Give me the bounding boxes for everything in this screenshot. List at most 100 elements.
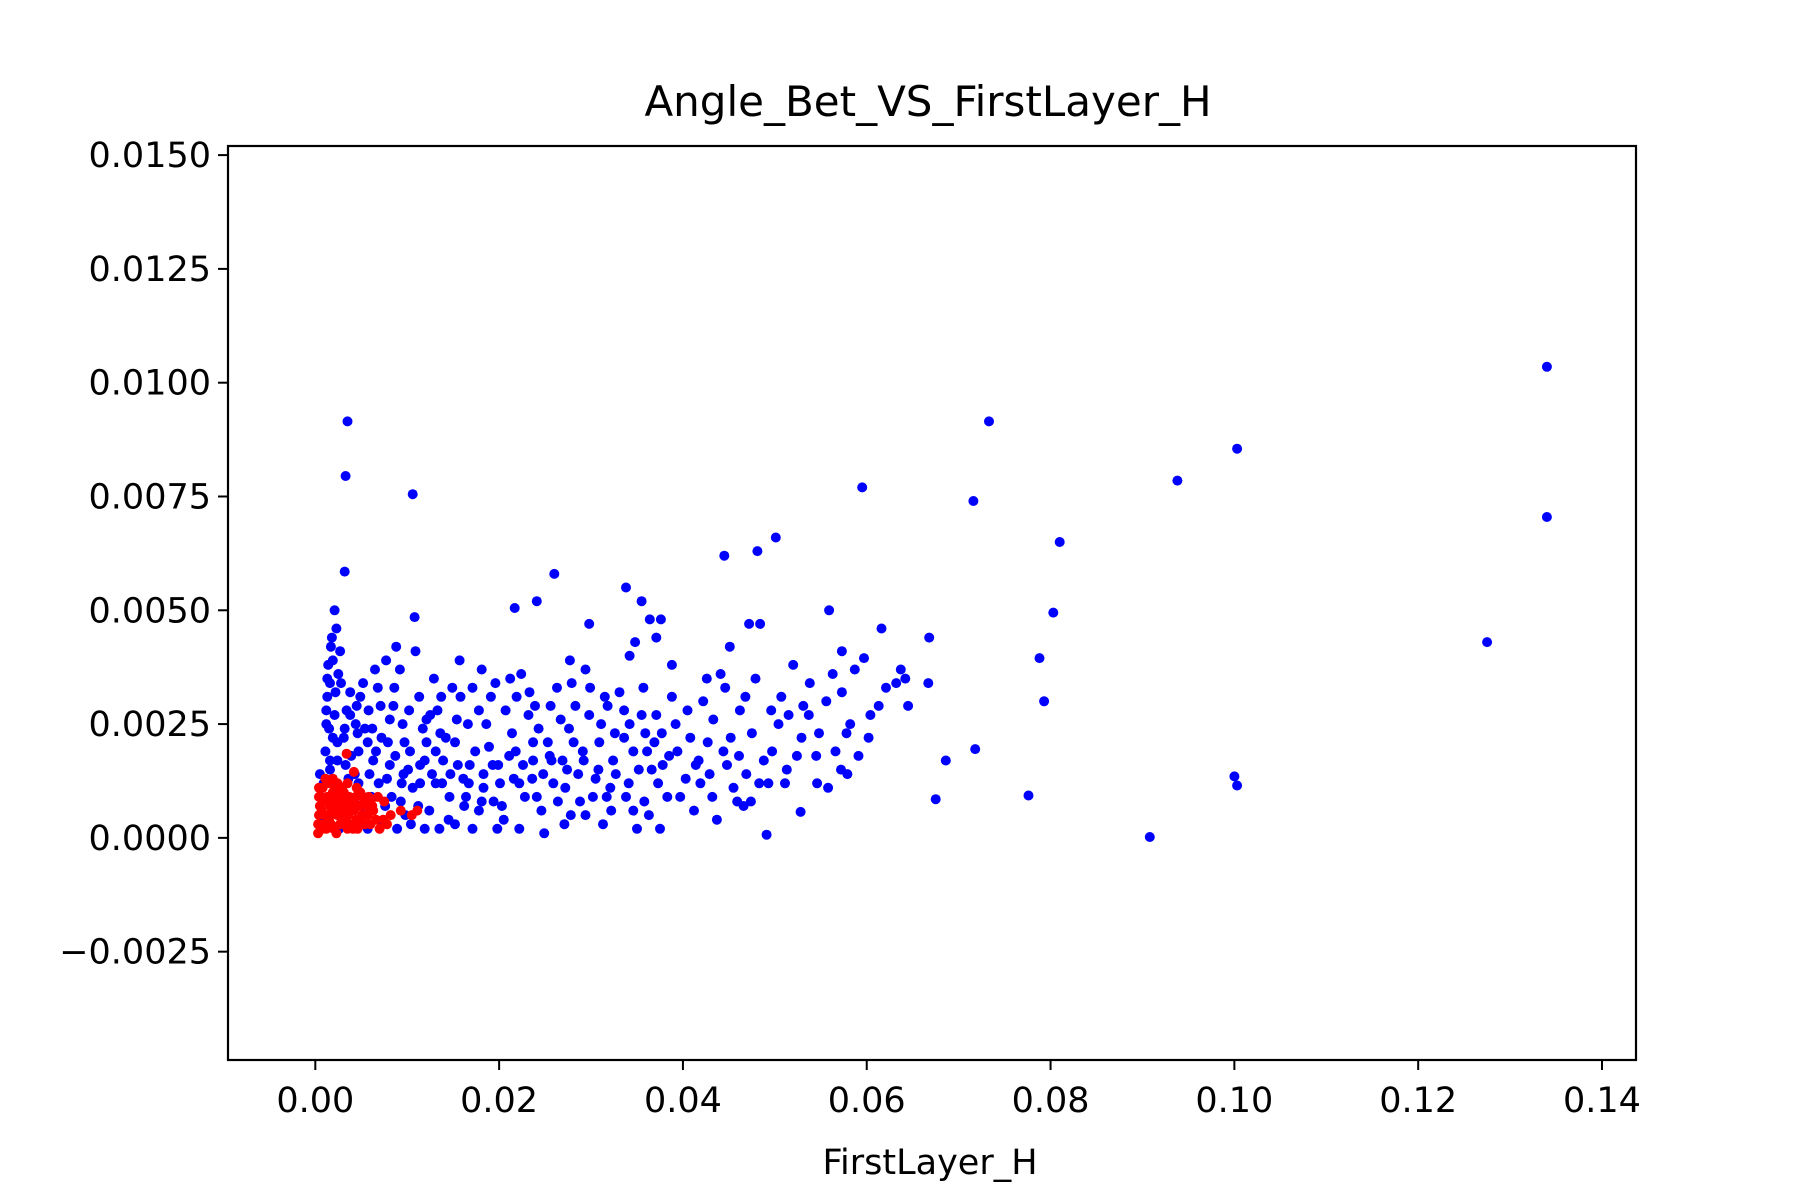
y-tick-label: 0.0000 <box>89 819 211 859</box>
blue-point <box>545 700 556 711</box>
blue-point <box>381 655 392 666</box>
blue-point <box>767 746 778 757</box>
blue-point <box>781 764 792 775</box>
x-tick-label: 0.04 <box>644 1081 722 1121</box>
blue-point <box>752 546 763 557</box>
blue-point <box>478 769 489 780</box>
red-point <box>371 814 381 825</box>
blue-point <box>415 778 426 789</box>
blue-point <box>824 605 835 616</box>
blue-point <box>341 705 352 716</box>
blue-point <box>758 755 769 766</box>
blue-point <box>698 696 709 707</box>
blue-point <box>518 760 528 770</box>
blue-point <box>394 664 405 675</box>
blue-point <box>584 618 595 629</box>
blue-point <box>351 700 362 711</box>
blue-point <box>675 791 686 802</box>
blue-point <box>638 682 649 693</box>
blue-point <box>320 746 331 757</box>
blue-point <box>570 700 581 711</box>
blue-point <box>415 760 426 770</box>
blue-point <box>704 769 715 780</box>
blue-point <box>642 746 653 757</box>
blue-point <box>427 769 437 780</box>
blue-point <box>924 632 935 643</box>
blue-point <box>451 714 462 725</box>
red-point <box>345 801 356 811</box>
blue-point <box>728 782 739 793</box>
red-point <box>320 773 331 784</box>
blue-point <box>432 705 443 716</box>
blue-point <box>552 682 562 693</box>
blue-point <box>542 737 553 748</box>
red-point <box>367 801 378 811</box>
blue-point <box>562 764 573 775</box>
blue-point <box>750 673 761 684</box>
blue-point <box>664 750 675 761</box>
blue-point <box>452 760 463 770</box>
blue-point <box>454 655 465 666</box>
blue-point <box>485 691 496 702</box>
blue-point <box>623 778 634 789</box>
blue-point <box>339 723 350 734</box>
blue-point <box>473 805 484 816</box>
blue-point <box>325 764 335 775</box>
x-tick-label: 0.08 <box>1012 1081 1090 1121</box>
blue-point <box>788 659 799 670</box>
blue-point <box>498 814 509 825</box>
y-tick-label: 0.0150 <box>89 136 211 176</box>
x-tick-label: 0.00 <box>276 1081 354 1121</box>
blue-point <box>455 691 466 702</box>
blue-point <box>434 823 445 834</box>
blue-point <box>628 746 639 757</box>
blue-point <box>331 623 342 634</box>
blue-point <box>702 737 713 748</box>
blue-point <box>1023 790 1034 801</box>
blue-point <box>335 646 346 657</box>
blue-point <box>791 750 802 761</box>
blue-point <box>358 678 369 689</box>
blue-point <box>414 691 425 702</box>
blue-point <box>873 700 884 711</box>
red-point <box>314 782 324 793</box>
blue-point <box>780 778 790 789</box>
blue-point <box>585 682 596 693</box>
blue-point <box>325 755 335 766</box>
blue-point <box>770 532 781 543</box>
blue-point <box>564 723 574 734</box>
blue-point <box>329 605 340 616</box>
blue-point <box>496 801 507 811</box>
blue-point <box>624 719 635 730</box>
blue-point <box>639 796 650 807</box>
blue-point <box>510 746 521 757</box>
blue-point <box>340 471 351 481</box>
blue-point <box>476 796 487 807</box>
blue-point <box>903 700 914 711</box>
blue-point <box>424 805 435 816</box>
blue-point <box>1232 443 1243 454</box>
blue-point <box>514 778 525 789</box>
blue-point <box>495 778 505 789</box>
blue-point <box>509 603 520 613</box>
red-point <box>320 810 331 821</box>
blue-point <box>382 737 393 748</box>
blue-point <box>624 650 635 661</box>
red-point <box>382 819 392 830</box>
blue-point <box>830 746 841 757</box>
blue-point <box>544 750 555 761</box>
blue-point <box>405 819 416 830</box>
blue-point <box>1482 637 1493 648</box>
blue-point <box>389 682 400 693</box>
blue-point <box>744 618 755 629</box>
blue-point <box>407 489 418 500</box>
blue-point <box>467 823 478 834</box>
blue-point <box>371 746 381 757</box>
blue-point <box>384 760 395 770</box>
blue-point <box>352 728 363 739</box>
blue-point <box>404 705 415 716</box>
red-point <box>348 766 359 777</box>
blue-point <box>375 700 386 711</box>
blue-point <box>345 687 356 698</box>
blue-point <box>397 719 408 730</box>
